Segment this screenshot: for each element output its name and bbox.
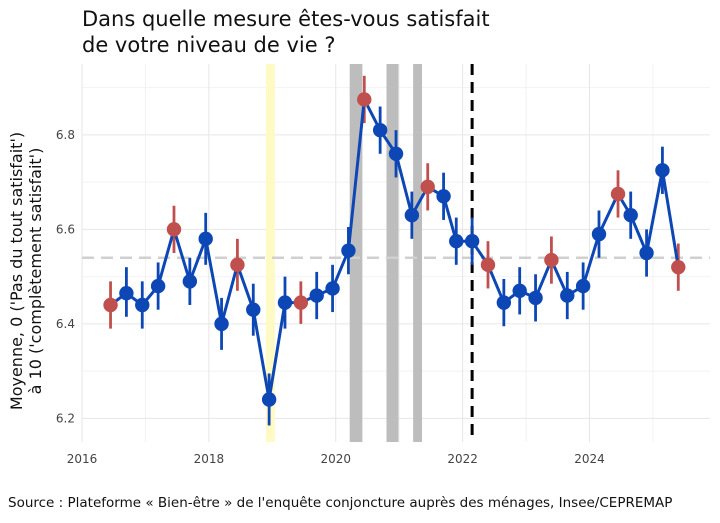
data-point xyxy=(119,285,134,301)
highlight-point xyxy=(357,92,372,107)
source-note: Source : Plateforme « Bien-être » de l'e… xyxy=(8,495,673,511)
data-point xyxy=(575,278,591,294)
highlight-point xyxy=(544,252,559,268)
highlight-point xyxy=(420,179,435,195)
data-point xyxy=(512,283,527,298)
highlight-point xyxy=(610,186,626,202)
data-point xyxy=(436,189,451,204)
data-point xyxy=(261,392,277,407)
shaded-period xyxy=(386,64,399,442)
data-point xyxy=(496,295,512,310)
x-tick-label: 2018 xyxy=(194,452,225,466)
data-point xyxy=(639,245,654,261)
data-point xyxy=(277,295,293,310)
data-point xyxy=(246,302,261,317)
data-point xyxy=(528,290,543,306)
x-tick-label: 2020 xyxy=(320,452,351,466)
highlight-point xyxy=(166,222,182,237)
data-point xyxy=(591,226,607,242)
chart-title-line2: de votre niveau de vie ? xyxy=(82,33,336,57)
highlight-point xyxy=(293,295,309,310)
y-tick-label: 6.2 xyxy=(56,411,75,425)
data-point xyxy=(404,208,420,223)
data-point xyxy=(325,281,340,296)
chart-title-line1: Dans quelle mesure êtes-vous satisfait xyxy=(82,7,490,31)
highlight-point xyxy=(671,259,686,275)
x-tick-label: 2016 xyxy=(67,452,98,466)
chart-title: Dans quelle mesure êtes-vous satisfait d… xyxy=(82,6,490,58)
data-point xyxy=(372,122,388,138)
data-point xyxy=(309,288,324,303)
data-point xyxy=(198,231,213,247)
shaded-period xyxy=(413,64,423,442)
data-point xyxy=(655,163,670,178)
highlight-point xyxy=(480,257,496,273)
x-tick-label: 2024 xyxy=(574,452,605,466)
y-tick-label: 6.8 xyxy=(56,128,75,142)
data-point xyxy=(214,316,229,332)
highlight-point xyxy=(230,257,245,273)
data-point xyxy=(388,146,404,161)
shaded-period xyxy=(265,64,275,442)
x-tick-label: 2022 xyxy=(447,452,478,466)
data-point xyxy=(341,243,356,258)
data-point xyxy=(449,233,464,249)
y-tick-label: 6.4 xyxy=(56,317,75,331)
data-point xyxy=(560,288,575,303)
y-tick-label: 6.6 xyxy=(56,222,75,236)
data-point xyxy=(182,274,198,289)
data-point xyxy=(623,208,638,223)
highlight-point xyxy=(103,297,118,313)
data-point xyxy=(464,233,480,249)
data-point xyxy=(135,297,150,313)
data-point xyxy=(150,278,166,294)
